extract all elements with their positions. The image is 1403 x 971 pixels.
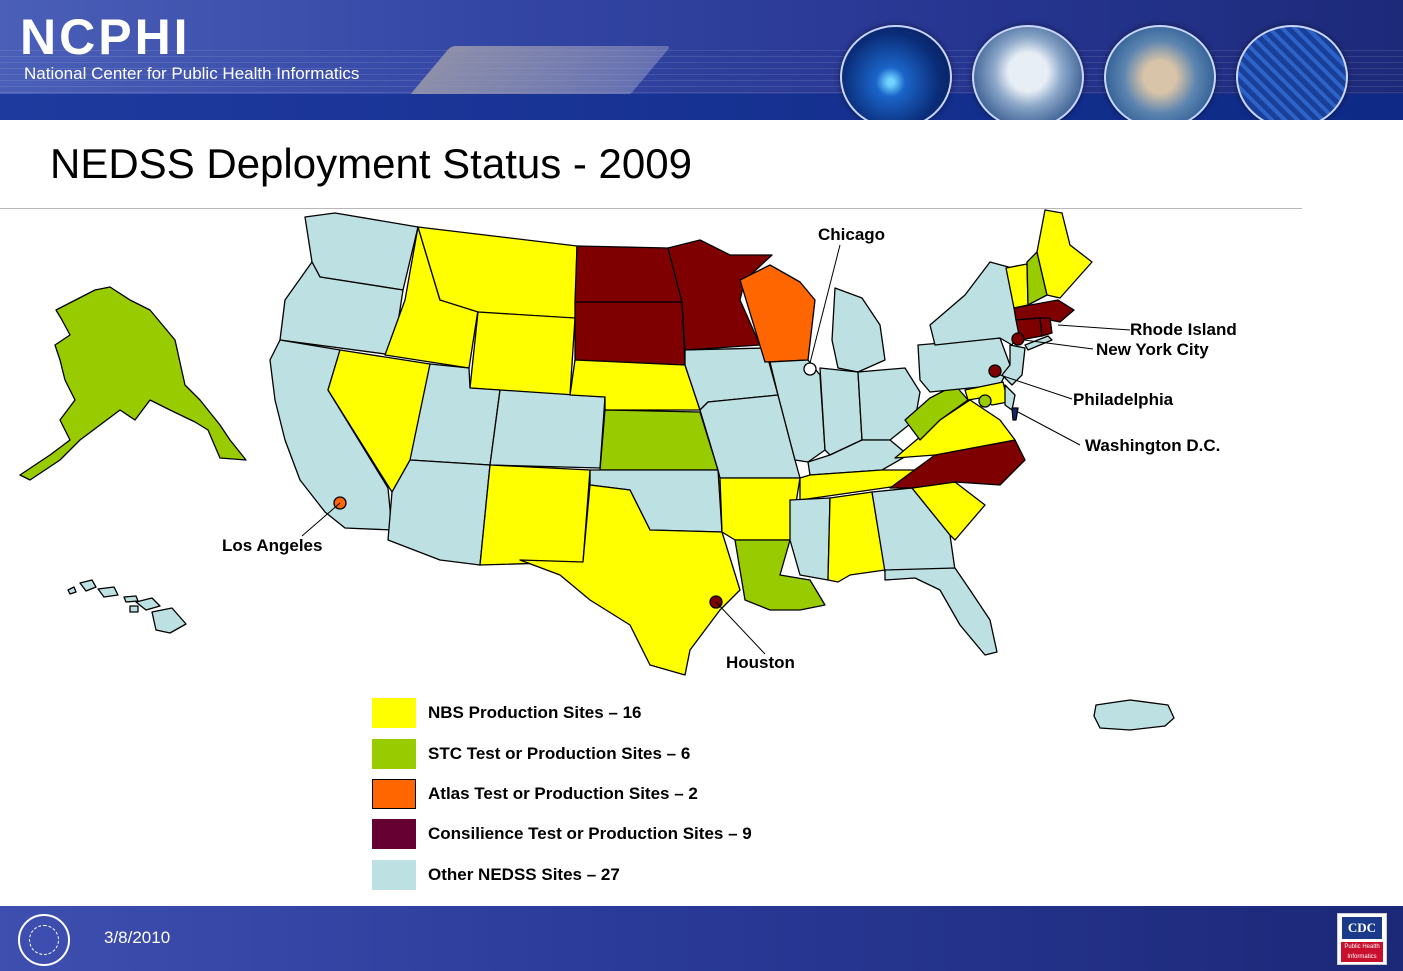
state-hawaii <box>67 579 187 634</box>
state-alaska <box>19 286 247 481</box>
state-new-mexico <box>479 464 591 566</box>
state-new-york <box>929 261 1021 346</box>
label-philadelphia: Philadelphia <box>1073 390 1174 409</box>
state-florida <box>884 567 998 656</box>
state-rhode-island <box>1039 317 1053 337</box>
label-rhode-island: Rhode Island <box>1130 320 1237 339</box>
legend-swatch-atlas <box>372 779 416 809</box>
ncphi-logo: NCPHI <box>20 9 191 65</box>
network-map-image <box>972 25 1084 120</box>
state-wisconsin <box>739 264 816 363</box>
leader-lines <box>301 244 1131 655</box>
label-washington-dc: Washington D.C. <box>1085 436 1221 455</box>
title-divider <box>0 208 1302 209</box>
label-houston: Houston <box>726 653 795 672</box>
state-georgia <box>871 487 956 573</box>
header-banner: NCPHI National Center for Public Health … <box>0 0 1403 120</box>
marker-chicago <box>803 362 817 376</box>
state-louisiana <box>734 539 826 611</box>
header-subtitle: National Center for Public Health Inform… <box>24 64 360 83</box>
legend-swatch-stc <box>372 739 416 769</box>
label-los-angeles: Los Angeles <box>222 536 323 555</box>
state-north-dakota <box>574 245 683 303</box>
marker-new-york-city <box>1011 332 1025 346</box>
state-wyoming <box>469 311 576 396</box>
legend-swatch-nbs <box>372 698 416 728</box>
legend-label-consilience: Consilience Test or Production Sites – 9 <box>428 824 752 843</box>
cdc-logo-subtitle: Public Health Informatics <box>1341 942 1383 962</box>
legend-label-atlas: Atlas Test or Production Sites – 2 <box>428 784 698 803</box>
footer-bar: 3/8/2010 CDC Public Health Informatics <box>0 906 1403 971</box>
marker-washington-dc <box>1011 407 1019 421</box>
page-title: NEDSS Deployment Status - 2009 <box>50 140 692 187</box>
scientists-image <box>1104 25 1216 120</box>
state-south-dakota <box>574 301 686 366</box>
legend-swatch-other <box>372 860 416 890</box>
label-new-york-city: New York City <box>1096 340 1209 359</box>
state-michigan <box>831 287 886 373</box>
legend-swatch-consilience <box>372 819 416 849</box>
hhs-seal-icon <box>18 914 70 966</box>
state-maine <box>1036 209 1093 299</box>
state-arkansas <box>719 477 801 541</box>
state-missouri <box>699 394 801 479</box>
label-chicago: Chicago <box>818 225 886 244</box>
fiber-optics-image <box>840 25 952 120</box>
marker-maryland <box>978 394 992 408</box>
legend-label-other: Other NEDSS Sites – 27 <box>428 865 620 884</box>
cdc-logo-mark: CDC <box>1342 917 1382 939</box>
state-mississippi <box>789 497 831 581</box>
state-ohio <box>857 367 921 441</box>
state-maryland <box>964 381 1009 406</box>
state-arizona <box>387 459 491 566</box>
cdc-logo: CDC Public Health Informatics <box>1337 913 1387 965</box>
state-indiana <box>819 367 863 456</box>
marker-philadelphia <box>988 364 1002 378</box>
legend-label-nbs: NBS Production Sites – 16 <box>428 703 642 722</box>
state-long-island <box>1024 335 1053 351</box>
state-new-jersey <box>1001 344 1026 386</box>
state-texas <box>519 484 741 676</box>
state-delaware <box>1004 384 1016 411</box>
state-kansas <box>599 409 719 471</box>
footer-date: 3/8/2010 <box>104 928 171 947</box>
circuit-board-image <box>1236 25 1348 120</box>
state-colorado <box>489 389 606 469</box>
legend-label-stc: STC Test or Production Sites – 6 <box>428 744 691 763</box>
territory-puerto-rico <box>1093 699 1175 731</box>
